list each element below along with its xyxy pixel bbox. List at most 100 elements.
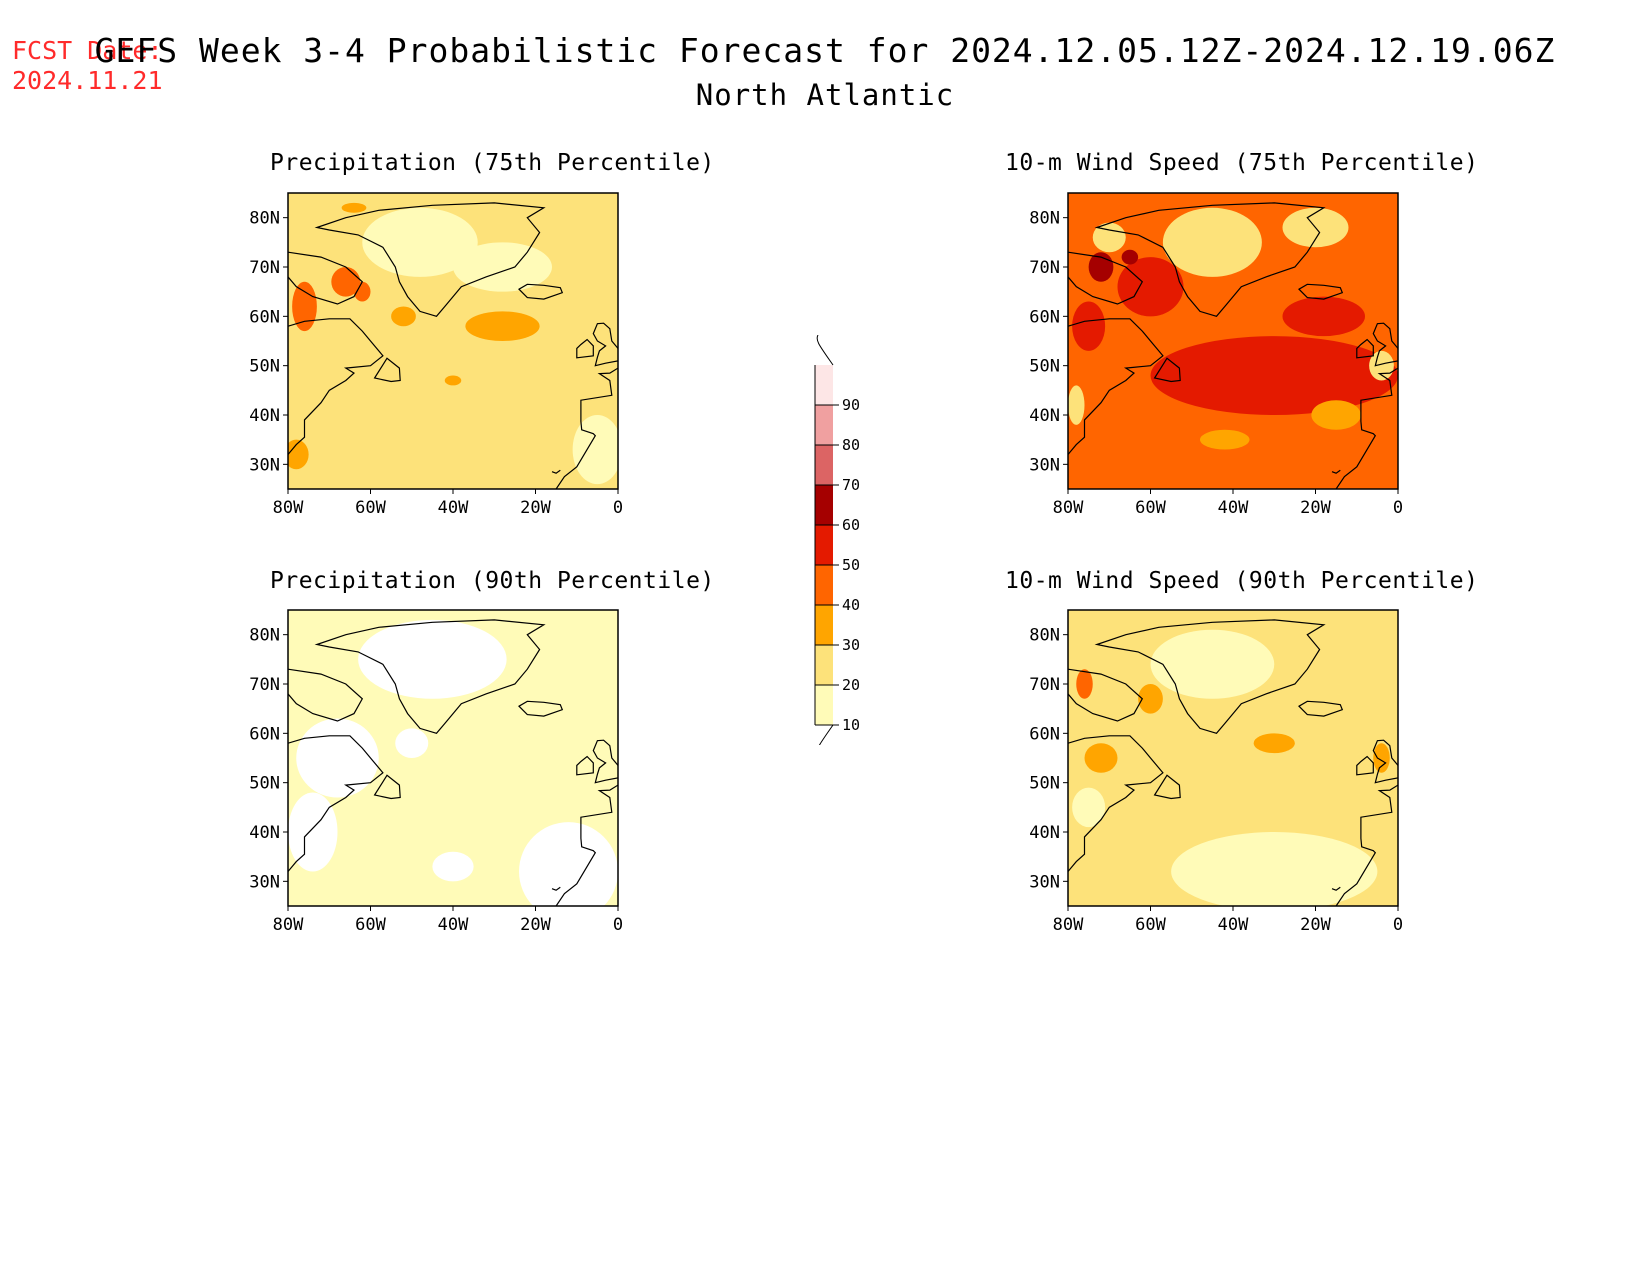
colorbar-segment <box>815 525 833 565</box>
colorbar-tick-label: 50 <box>842 556 860 574</box>
shading-region <box>1117 257 1184 317</box>
lat-tick-label: 70N <box>249 258 280 278</box>
panel-title-wind-90: 10-m Wind Speed (90th Percentile) <box>1005 568 1479 594</box>
shading-region <box>572 415 618 485</box>
shading-region <box>1076 669 1093 699</box>
lon-tick-label: 80W <box>1053 915 1084 932</box>
lat-tick-label: 60N <box>1029 724 1060 744</box>
shading-region <box>1311 400 1361 430</box>
map-panel-wind-75: 80N 70N 60N 50N 40N 30N 80W 60W 40W 20W 0 <box>1029 192 1403 515</box>
shading-region <box>432 851 474 882</box>
lon-tick-label: 0 <box>1393 498 1403 515</box>
lon-tick-label: 0 <box>1393 915 1403 932</box>
colorbar-segment <box>815 605 833 645</box>
lat-tick-label: 30N <box>249 872 280 892</box>
lat-tick-label: 70N <box>249 675 280 695</box>
lat-tick-label: 60N <box>1029 307 1060 327</box>
colorbar-segment <box>815 485 833 525</box>
lat-tick-label: 30N <box>249 455 280 475</box>
lat-tick-label: 50N <box>249 357 280 377</box>
lat-tick-label: 80N <box>1029 626 1060 646</box>
lat-tick-label: 70N <box>1029 675 1060 695</box>
lon-tick-label: 60W <box>1135 498 1166 515</box>
shading-region <box>519 822 618 906</box>
shading-region <box>391 306 416 327</box>
shading-region <box>354 281 371 302</box>
map-panel-precip-90: 80N 70N 60N 50N 40N 30N 80W 60W 40W 20W 0 <box>249 609 623 932</box>
lat-tick-label: 40N <box>1029 823 1060 843</box>
colorbar-segment <box>815 365 833 405</box>
shading-region <box>331 267 361 297</box>
lon-tick-label: 80W <box>273 498 304 515</box>
map-panel-precip-75: 80N 70N 60N 50N 40N 30N 80W 60W 40W 20W 0 <box>249 192 623 515</box>
colorbar-tick-label: 10 <box>842 716 860 734</box>
shading-region <box>296 718 379 798</box>
shading-region <box>1072 787 1106 828</box>
colorbar-tick-label: 60 <box>842 516 860 534</box>
lat-tick-label: 50N <box>249 774 280 794</box>
colorbar-segment <box>815 405 833 445</box>
lon-tick-label: 80W <box>273 915 304 932</box>
lon-tick-label: 40W <box>1218 915 1249 932</box>
panel-title-precip-90: Precipitation (90th Percentile) <box>270 568 715 594</box>
shading-region <box>1200 429 1250 450</box>
lat-tick-label: 50N <box>1029 357 1060 377</box>
lon-tick-label: 60W <box>355 498 386 515</box>
lat-tick-label: 60N <box>249 724 280 744</box>
shading-region <box>465 311 540 341</box>
lat-tick-label: 80N <box>1029 209 1060 229</box>
shading-region <box>1150 336 1398 415</box>
shading-region <box>395 728 429 758</box>
fcst-label-text: FCST Date: <box>12 36 163 65</box>
lat-tick-label: 40N <box>249 823 280 843</box>
shading-region <box>453 242 552 292</box>
lat-tick-label: 30N <box>1029 455 1060 475</box>
lat-tick-label: 50N <box>1029 774 1060 794</box>
shading-region <box>288 792 338 872</box>
colorbar-tick-label: 20 <box>842 676 860 694</box>
colorbar-segment <box>815 445 833 485</box>
colorbar-bottom-cap <box>818 724 834 745</box>
colorbar: 10 20 30 40 50 60 70 80 90 <box>814 335 860 745</box>
lat-tick-label: 70N <box>1029 258 1060 278</box>
lon-tick-label: 40W <box>438 498 469 515</box>
lon-tick-label: 60W <box>355 915 386 932</box>
shading-region <box>1072 301 1106 351</box>
colorbar-segment <box>815 645 833 685</box>
shading-region <box>1171 832 1378 906</box>
lat-tick-label: 40N <box>1029 406 1060 426</box>
shading-region <box>358 619 507 699</box>
lon-tick-label: 80W <box>1053 498 1084 515</box>
lon-tick-label: 20W <box>1300 915 1331 932</box>
panel-title-wind-75: 10-m Wind Speed (75th Percentile) <box>1005 150 1479 176</box>
colorbar-tick-label: 70 <box>842 476 860 494</box>
colorbar-tick-label: 90 <box>842 396 860 414</box>
lon-tick-label: 0 <box>613 498 623 515</box>
shading-region <box>288 439 309 470</box>
shading-region <box>1084 743 1118 773</box>
shading-region <box>292 281 317 332</box>
shading-region <box>1092 222 1126 253</box>
lon-tick-label: 20W <box>520 915 551 932</box>
shading-region <box>1068 385 1085 425</box>
shading-region <box>1121 249 1139 265</box>
lon-tick-label: 60W <box>1135 915 1166 932</box>
lon-tick-label: 20W <box>1300 498 1331 515</box>
lon-tick-label: 40W <box>438 915 469 932</box>
lon-tick-label: 20W <box>520 498 551 515</box>
map-base-shading <box>288 193 618 489</box>
lat-tick-label: 80N <box>249 209 280 229</box>
colorbar-tick-label: 40 <box>842 596 860 614</box>
page-title: GEFS Week 3-4 Probabilistic Forecast for… <box>94 31 1556 70</box>
shading-region <box>1162 207 1262 277</box>
fcst-date-text: 2024.11.21 <box>12 66 163 95</box>
shading-region <box>1253 733 1295 754</box>
shading-region <box>1150 629 1275 699</box>
region-subtitle: North Atlantic <box>695 78 955 112</box>
shading-region <box>1282 296 1365 337</box>
forecast-date-label: FCST Date: 2024.11.21 <box>12 36 163 96</box>
map-panel-wind-90: 80N 70N 60N 50N 40N 30N 80W 60W 40W 20W 0 <box>1029 609 1403 932</box>
colorbar-tick-label: 80 <box>842 436 860 454</box>
lat-tick-label: 60N <box>249 307 280 327</box>
colorbar-segment <box>815 685 833 725</box>
